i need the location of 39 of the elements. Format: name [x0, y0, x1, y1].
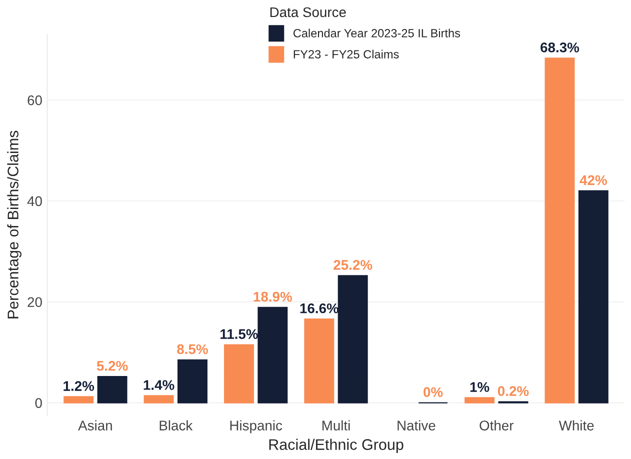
bar	[64, 396, 94, 404]
bar	[177, 359, 208, 404]
bar	[338, 275, 368, 404]
data-label: 8.5%	[177, 344, 208, 354]
y-tick-label: 40	[27, 196, 42, 206]
data-label: 1%	[470, 382, 490, 392]
data-label: 1.4%	[144, 380, 174, 390]
y-axis-title: Percentage of Births/Claims	[7, 130, 22, 318]
y-tick-label: 60	[28, 95, 42, 106]
data-label: 0%	[424, 387, 443, 398]
x-tick-label: Black	[160, 420, 193, 430]
data-label: 0.2%	[498, 386, 529, 396]
bar	[304, 318, 334, 404]
x-tick-label: Asian	[78, 420, 112, 430]
x-tick-label: White	[558, 420, 594, 430]
bar	[544, 58, 575, 404]
bar	[258, 306, 288, 404]
legend-label: Calendar Year 2023-25 IL Births	[293, 28, 460, 38]
x-tick-label: Multi	[322, 420, 350, 430]
legend-label: FY23 - FY25 Claims	[294, 50, 399, 58]
bar	[578, 190, 608, 404]
bar	[464, 397, 495, 404]
data-label: 25.2%	[334, 260, 372, 270]
x-axis-title: Racial/Ethnic Group	[269, 438, 404, 453]
bar	[97, 376, 128, 404]
x-tick-label: Other	[480, 420, 514, 430]
data-label: 16.6%	[300, 303, 338, 314]
y-tick-label: 0	[35, 398, 42, 408]
data-label: 5.2%	[96, 360, 128, 371]
bar	[224, 344, 254, 404]
legend-title: Data Source	[270, 7, 346, 18]
y-tick-label: 20	[28, 297, 42, 308]
data-label: 42%	[580, 175, 607, 186]
data-label: 18.9%	[254, 292, 292, 302]
data-label: 68.3%	[540, 42, 580, 52]
x-tick-label: Native	[398, 420, 436, 430]
x-tick-label: Hispanic	[230, 420, 282, 434]
bar	[144, 395, 174, 404]
data-label: 1.2%	[64, 381, 94, 391]
